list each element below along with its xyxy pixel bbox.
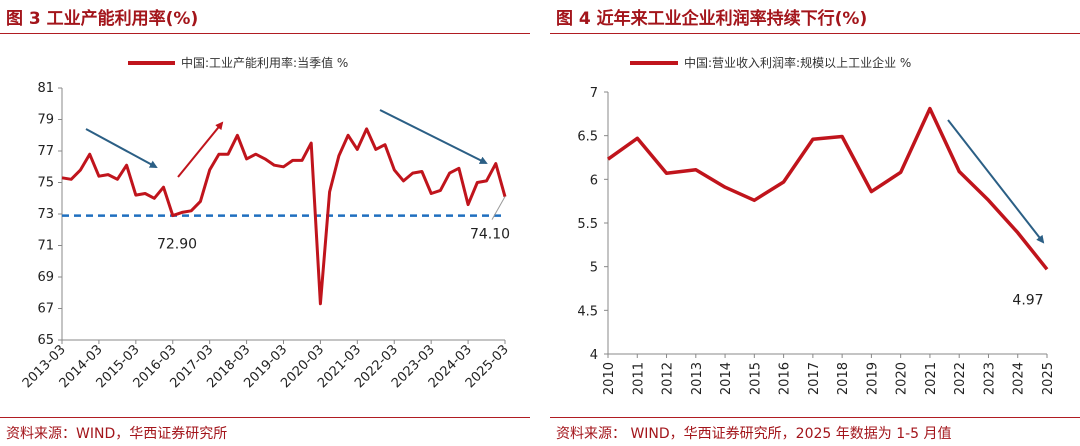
trend-arrow-down: [947, 119, 1045, 244]
chart-profit-margin: 中国:营业收入利润率:规模以上工业企业 % 4 4.5 5 5.5 6 6.5 7 2010 20…: [577, 55, 1056, 395]
y-tick-label: 6.5: [577, 130, 598, 145]
x-tick-label: 2012: [661, 362, 676, 395]
y-tick-label: 7: [590, 86, 598, 101]
title-rule: [550, 33, 1080, 34]
chart-capacity-utilization: 中国:工业产能利用率:当季值 %6567697173757779812013-0…: [20, 55, 512, 391]
legend-label: 中国:营业收入利润率:规模以上工业企业 %: [684, 55, 911, 70]
x-tick-label: 2014: [719, 362, 734, 395]
y-tick-label: 4.5: [577, 304, 598, 319]
y-tick-label: 69: [37, 270, 54, 285]
trend-arrow-down: [85, 128, 158, 168]
series-line: [606, 106, 1049, 271]
x-tick-label: 2017: [807, 362, 822, 395]
y-tick-label: 5.5: [577, 217, 598, 232]
x-tick-label: 2021: [924, 362, 939, 395]
x-tick-label: 2013: [690, 362, 705, 395]
x-tick-label: 2023: [982, 362, 997, 395]
y-tick-label: 81: [37, 81, 54, 96]
y-tick-label: 71: [37, 239, 54, 254]
title-rule: [0, 33, 530, 34]
source-note: 资料来源： WIND，华西证券研究所，2025 年数据为 1-5 月值: [556, 426, 952, 442]
source-rule: [550, 417, 1080, 418]
trend-arrow-up: [177, 121, 224, 178]
annotation-label: 74.10: [470, 227, 510, 243]
y-tick-label: 75: [37, 176, 54, 191]
y-tick-label: 4: [590, 348, 598, 363]
y-tick-label: 67: [37, 302, 54, 317]
figure-title: 图 4 近年来工业企业利润率持续下行(%): [556, 9, 868, 29]
legend-label: 中国:工业产能利用率:当季值 %: [181, 55, 348, 70]
x-tick-label: 2019: [865, 362, 880, 395]
y-tick-label: 77: [37, 144, 54, 159]
x-tick-label: 2018: [836, 362, 851, 395]
source-note: 资料来源：WIND，华西证券研究所: [6, 426, 228, 442]
x-tick-label: 2025: [1041, 362, 1056, 395]
annotation-label: 72.90: [157, 237, 197, 253]
y-tick-label: 73: [37, 207, 54, 222]
panel-profit-margin: 图 4 近年来工业企业利润率持续下行(%) 中国:营业收入利润率:规模以上工业企…: [550, 0, 1080, 446]
x-tick-label: 2015: [748, 362, 763, 395]
y-tick-label: 65: [37, 333, 54, 348]
panel-capacity-utilization: 图 3 工业产能利用率(%) 中国:工业产能利用率:当季值 % 65 67 69 71 7…: [0, 0, 530, 446]
x-tick-label: 2016: [778, 362, 793, 395]
annotation-label: 4.97: [1012, 292, 1043, 308]
y-tick-label: 5: [590, 261, 598, 276]
trend-arrow-down: [379, 109, 488, 164]
y-tick-label: 6: [590, 173, 598, 188]
x-tick-label: 2010: [602, 362, 617, 395]
source-rule: [0, 417, 530, 418]
x-tick-label: 2011: [631, 362, 646, 395]
y-tick-label: 79: [37, 113, 54, 128]
annotation-leader: [491, 196, 506, 220]
x-tick-label: 2022: [953, 362, 968, 395]
figure-title: 图 3 工业产能利用率(%): [6, 9, 199, 29]
series-line: [61, 127, 507, 306]
x-tick-label: 2024: [1012, 362, 1027, 395]
x-tick-label: 2020: [895, 362, 910, 395]
